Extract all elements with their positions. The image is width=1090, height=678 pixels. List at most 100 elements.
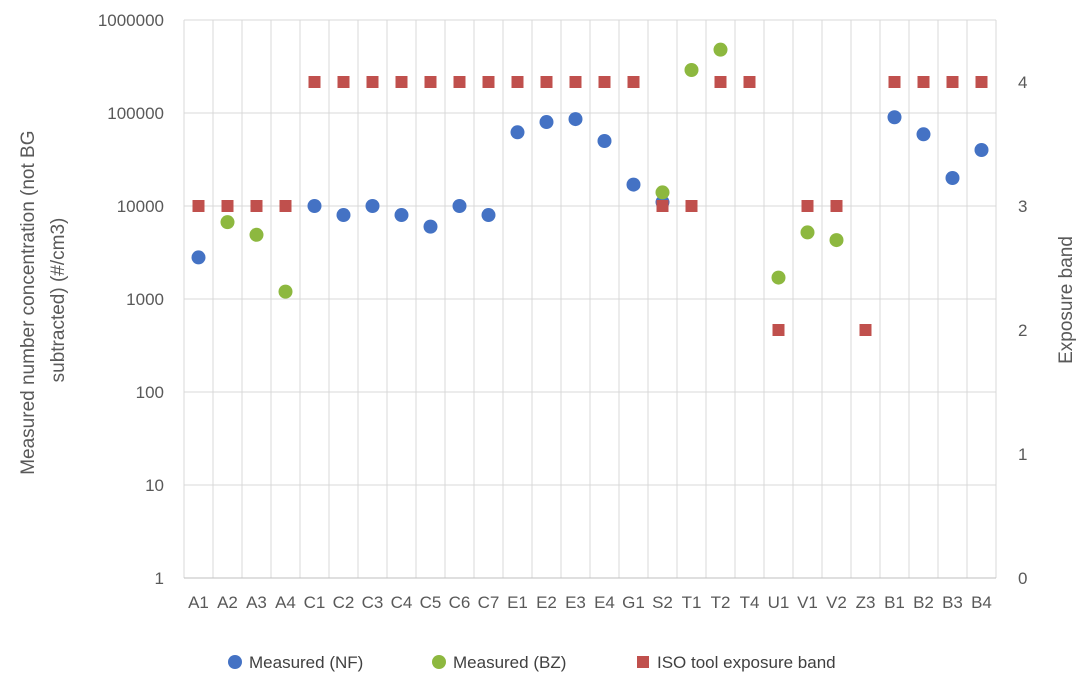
data-point-nf <box>598 134 612 148</box>
legend-label: ISO tool exposure band <box>657 653 836 672</box>
legend-marker <box>228 655 242 669</box>
x-tick-label: B2 <box>913 593 934 612</box>
data-point-bz <box>714 43 728 57</box>
data-point-iso-band <box>251 200 263 212</box>
data-point-iso-band <box>541 76 553 88</box>
data-point-bz <box>772 271 786 285</box>
left-tick-label: 100 <box>136 383 164 402</box>
data-point-nf <box>453 199 467 213</box>
x-tick-label: G1 <box>622 593 645 612</box>
left-axis-title-line-1: Measured number concentration (not BG <box>18 130 39 474</box>
data-point-bz <box>830 233 844 247</box>
data-point-iso-band <box>744 76 756 88</box>
left-axis-title-line-2: subtracted) (#/cm3) <box>48 218 69 383</box>
data-point-nf <box>946 171 960 185</box>
data-point-nf <box>627 178 641 192</box>
data-point-iso-band <box>483 76 495 88</box>
x-tick-label: V1 <box>797 593 818 612</box>
left-tick-label: 100000 <box>107 104 164 123</box>
data-point-nf <box>888 110 902 124</box>
x-tick-label: E1 <box>507 593 528 612</box>
x-tick-label: C7 <box>478 593 500 612</box>
x-tick-label: T1 <box>682 593 702 612</box>
x-tick-label: B3 <box>942 593 963 612</box>
data-point-bz <box>656 185 670 199</box>
x-tick-label: C6 <box>449 593 471 612</box>
x-tick-label: Z3 <box>856 593 876 612</box>
x-tick-label: V2 <box>826 593 847 612</box>
right-axis-title: Exposure band <box>1056 236 1077 364</box>
data-point-nf <box>511 125 525 139</box>
x-tick-label: U1 <box>768 593 790 612</box>
left-tick-label: 10000 <box>117 197 164 216</box>
data-point-iso-band <box>802 200 814 212</box>
data-point-iso-band <box>773 324 785 336</box>
left-tick-label: 1 <box>155 569 164 588</box>
data-point-bz <box>221 215 235 229</box>
data-point-iso-band <box>889 76 901 88</box>
data-point-iso-band <box>686 200 698 212</box>
x-tick-label: E3 <box>565 593 586 612</box>
x-tick-label: T4 <box>740 593 760 612</box>
x-tick-label: C1 <box>304 593 326 612</box>
data-point-iso-band <box>222 200 234 212</box>
data-point-iso-band <box>976 76 988 88</box>
data-point-nf <box>917 127 931 141</box>
right-tick-label: 2 <box>1018 321 1027 340</box>
data-point-iso-band <box>628 76 640 88</box>
left-axis-title: Measured number concentration (not BG su… <box>18 125 69 475</box>
data-point-nf <box>337 208 351 222</box>
x-tick-label: C4 <box>391 593 413 612</box>
x-tick-label: B4 <box>971 593 992 612</box>
x-tick-label: A3 <box>246 593 267 612</box>
x-tick-label: C2 <box>333 593 355 612</box>
data-point-iso-band <box>396 76 408 88</box>
right-tick-label: 4 <box>1018 73 1027 92</box>
data-point-nf <box>569 112 583 126</box>
data-point-nf <box>192 250 206 264</box>
right-tick-label: 3 <box>1018 197 1027 216</box>
legend-marker <box>432 655 446 669</box>
data-point-bz <box>685 63 699 77</box>
data-point-iso-band <box>454 76 466 88</box>
x-tick-label: C5 <box>420 593 442 612</box>
left-tick-label: 10 <box>145 476 164 495</box>
right-axis-ticks: 0 1 2 3 4 <box>1018 73 1027 588</box>
x-tick-label: C3 <box>362 593 384 612</box>
data-point-bz <box>250 228 264 242</box>
data-point-iso-band <box>599 76 611 88</box>
data-point-nf <box>366 199 380 213</box>
data-point-iso-band <box>512 76 524 88</box>
left-axis-ticks: 1 10 100 1000 10000 100000 1000000 <box>98 11 164 588</box>
data-point-iso-band <box>715 76 727 88</box>
left-tick-label: 1000 <box>126 290 164 309</box>
right-tick-label: 1 <box>1018 445 1027 464</box>
data-point-iso-band <box>309 76 321 88</box>
data-point-iso-band <box>193 200 205 212</box>
x-tick-label: A2 <box>217 593 238 612</box>
x-tick-label: B1 <box>884 593 905 612</box>
x-tick-label: A4 <box>275 593 296 612</box>
data-point-iso-band <box>570 76 582 88</box>
data-point-iso-band <box>657 200 669 212</box>
data-point-iso-band <box>860 324 872 336</box>
data-point-bz <box>801 225 815 239</box>
legend: Measured (NF) Measured (BZ) ISO tool expos… <box>228 653 836 672</box>
data-point-iso-band <box>918 76 930 88</box>
data-point-iso-band <box>367 76 379 88</box>
x-tick-label: E2 <box>536 593 557 612</box>
data-point-bz <box>279 285 293 299</box>
data-point-nf <box>975 143 989 157</box>
x-axis-ticks: A1 A2 A3 A4 C1 C2 C3 C4 C5 C6 C7 E1 E2 E3 E4 G1 S2 T1 T2 T4… <box>188 593 992 612</box>
data-point-iso-band <box>280 200 292 212</box>
data-point-iso-band <box>947 76 959 88</box>
x-tick-label: E4 <box>594 593 615 612</box>
legend-label: Measured (NF) <box>249 653 363 672</box>
data-point-nf <box>395 208 409 222</box>
data-point-nf <box>308 199 322 213</box>
data-point-iso-band <box>831 200 843 212</box>
data-point-iso-band <box>425 76 437 88</box>
x-tick-label: S2 <box>652 593 673 612</box>
data-point-iso-band <box>338 76 350 88</box>
data-point-nf <box>424 220 438 234</box>
